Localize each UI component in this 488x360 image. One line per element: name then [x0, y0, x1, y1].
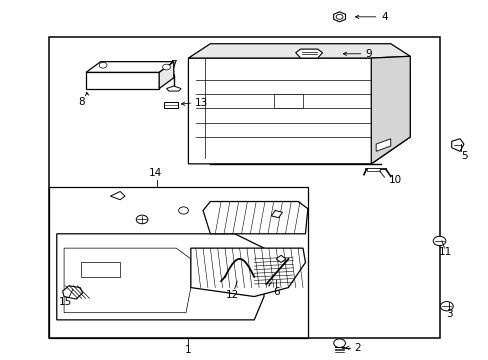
Text: 3: 3: [445, 310, 452, 319]
Text: 15: 15: [59, 297, 72, 307]
Polygon shape: [159, 62, 173, 89]
Polygon shape: [370, 56, 409, 164]
Polygon shape: [62, 286, 82, 299]
Bar: [366, 168, 379, 171]
Text: 2: 2: [353, 343, 360, 353]
Polygon shape: [110, 192, 125, 200]
Text: 1: 1: [185, 345, 191, 355]
Circle shape: [335, 14, 342, 19]
Text: 8: 8: [78, 97, 84, 107]
Polygon shape: [166, 86, 181, 91]
Text: 4: 4: [380, 12, 387, 22]
Text: 10: 10: [387, 175, 401, 185]
Polygon shape: [64, 248, 190, 313]
Polygon shape: [276, 255, 285, 262]
Polygon shape: [451, 139, 463, 151]
Polygon shape: [271, 211, 282, 218]
Circle shape: [136, 215, 148, 224]
Bar: [163, 102, 177, 108]
Circle shape: [178, 207, 188, 214]
Polygon shape: [190, 248, 305, 297]
Text: 14: 14: [149, 168, 162, 178]
Circle shape: [99, 62, 107, 68]
Polygon shape: [203, 202, 307, 234]
Circle shape: [333, 339, 345, 347]
Circle shape: [162, 64, 170, 70]
Text: 11: 11: [438, 247, 451, 257]
Text: 5: 5: [461, 150, 467, 161]
Text: 9: 9: [365, 49, 371, 59]
Text: 6: 6: [272, 287, 279, 297]
Polygon shape: [57, 234, 264, 320]
Bar: [273, 94, 303, 108]
Polygon shape: [188, 58, 409, 164]
Bar: [49, 187, 307, 338]
Polygon shape: [86, 72, 159, 89]
Polygon shape: [375, 139, 390, 151]
Text: 7: 7: [170, 59, 177, 69]
Polygon shape: [86, 62, 173, 72]
Bar: [81, 262, 120, 277]
Text: 13: 13: [194, 98, 207, 108]
Circle shape: [432, 236, 445, 246]
Circle shape: [440, 302, 452, 311]
Polygon shape: [295, 49, 322, 58]
Polygon shape: [188, 44, 409, 58]
Polygon shape: [333, 12, 345, 22]
Text: 12: 12: [225, 291, 239, 301]
Bar: [49, 37, 439, 338]
